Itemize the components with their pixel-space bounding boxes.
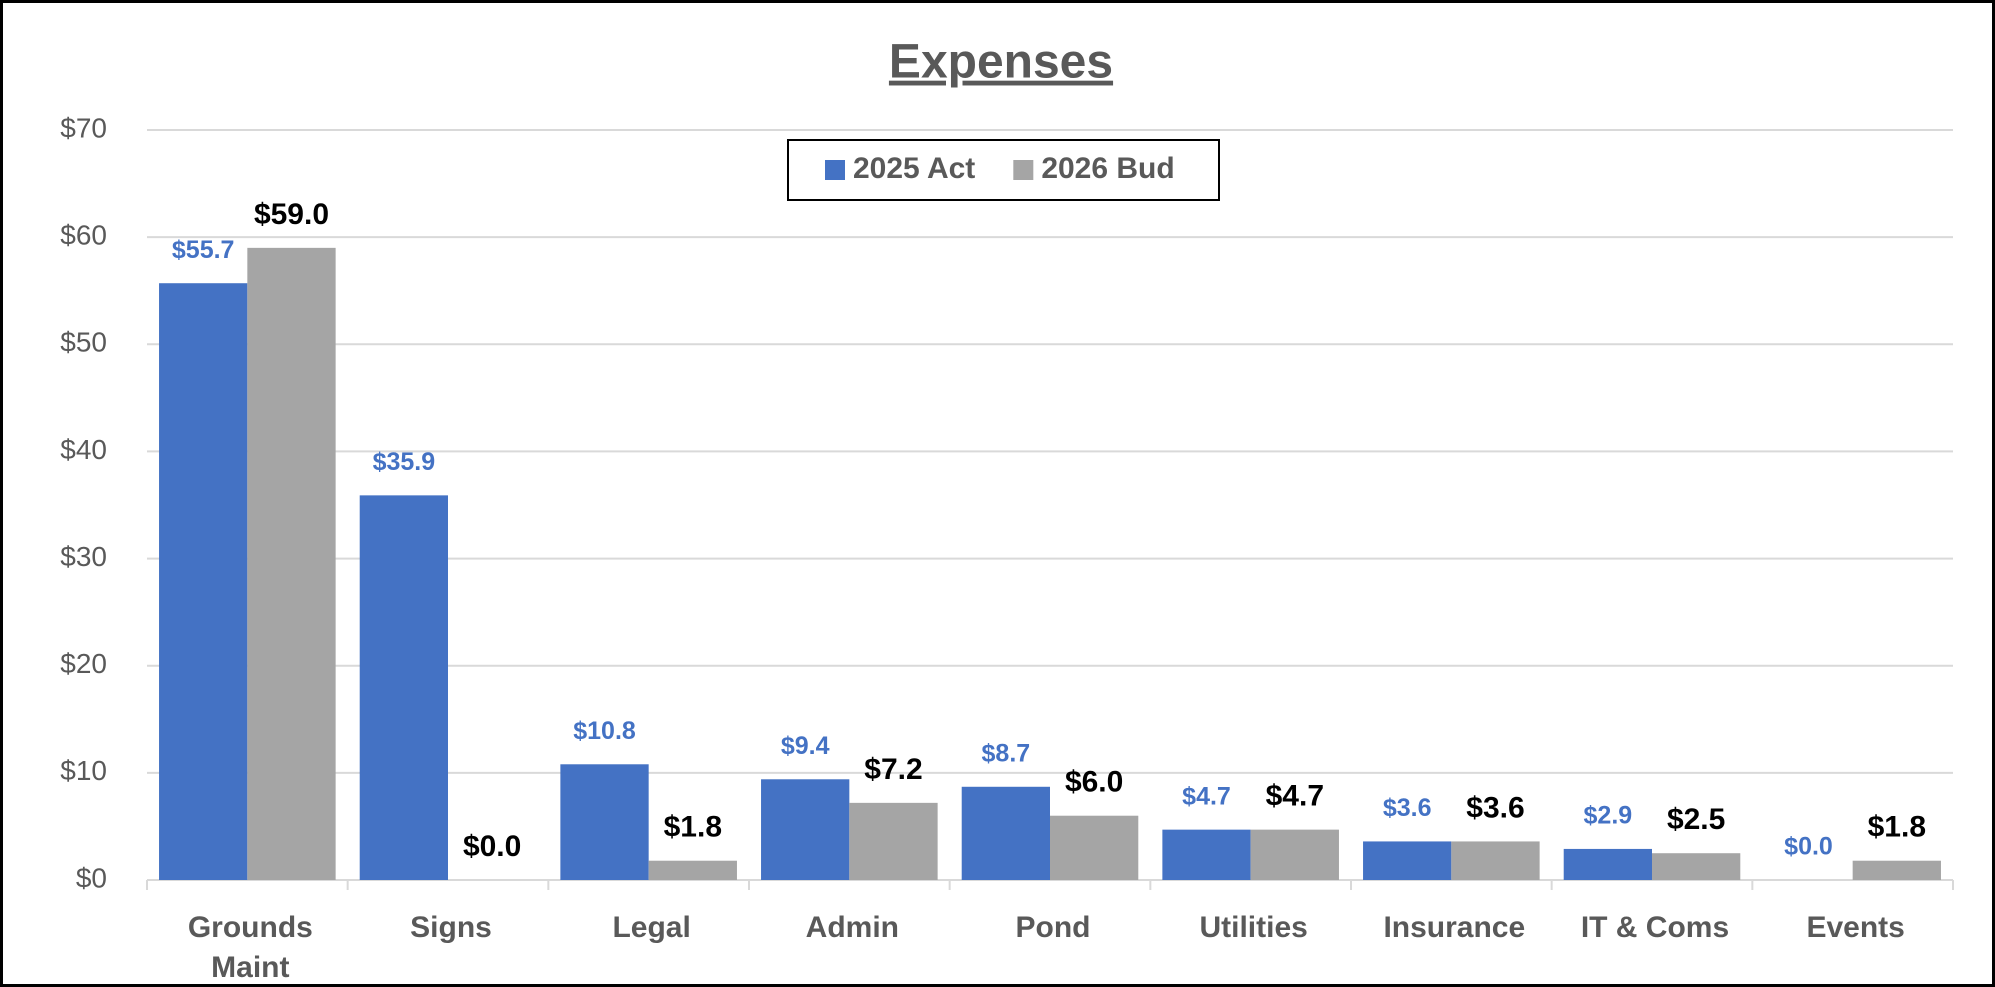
data-label: $4.7 [1182,782,1231,810]
y-tick-label: $40 [60,434,107,465]
data-label: $1.8 [1868,811,1926,844]
bar [1250,829,1339,880]
data-label: $7.2 [864,753,922,786]
bar [1162,829,1251,880]
x-tick-label: Grounds Maint [187,911,313,984]
x-tick-label: IT & Coms [1580,911,1730,944]
y-tick-label: $10 [60,755,107,786]
legend-label: 2026 Bud [1041,152,1174,185]
bar [1852,860,1941,880]
y-tick-label: $20 [60,648,107,679]
data-label: $6.0 [1065,766,1123,799]
data-label: $3.6 [1466,791,1524,824]
y-tick-label: $0 [76,862,107,893]
data-label: $55.7 [172,236,235,264]
data-label: $8.7 [982,739,1031,767]
bar [1050,815,1139,880]
bar [247,247,336,880]
data-label: $1.8 [664,811,722,844]
y-tick-label: $50 [60,327,107,358]
data-label: $2.5 [1667,803,1725,836]
data-label: $59.0 [254,198,329,231]
y-tick-label: $30 [60,541,107,572]
data-label: $2.9 [1584,802,1633,830]
x-tick-label: Signs [410,911,492,944]
bar [849,802,938,880]
data-label: $9.4 [781,732,830,760]
data-label: $0.0 [1784,833,1833,861]
bar [1363,841,1452,880]
bar [1652,853,1741,880]
legend-box [787,139,1220,201]
data-label: $10.8 [573,717,636,745]
bar [359,495,448,880]
legend-swatch [825,160,845,180]
bar [159,283,248,880]
x-tick-label: Insurance [1383,911,1526,944]
chart: Expenses $0 $10 $20 $30 $40 $50 $60 $70 $55.7 $59… [60,36,1954,893]
chart-title: Expenses [889,36,1113,89]
bar [1451,841,1540,880]
x-tick-label: Pond [1015,911,1091,944]
bar [560,764,649,880]
x-tick-label: Utilities [1199,911,1308,944]
x-tick-label: Legal [612,911,691,944]
data-label: $0.0 [463,830,521,863]
x-tick-label: Events [1806,911,1905,944]
bar [961,786,1050,880]
data-label: $3.6 [1383,794,1432,822]
data-label: $4.7 [1266,780,1324,813]
legend-swatch [1013,160,1034,180]
y-tick-label: $60 [60,220,107,251]
y-tick-label: $70 [60,112,107,143]
bar [648,860,737,880]
bar [1563,848,1652,880]
x-tick-label: Admin [805,911,899,944]
legend-label: 2025 Act [853,152,975,185]
bar [761,779,850,880]
data-label: $35.9 [373,448,436,476]
